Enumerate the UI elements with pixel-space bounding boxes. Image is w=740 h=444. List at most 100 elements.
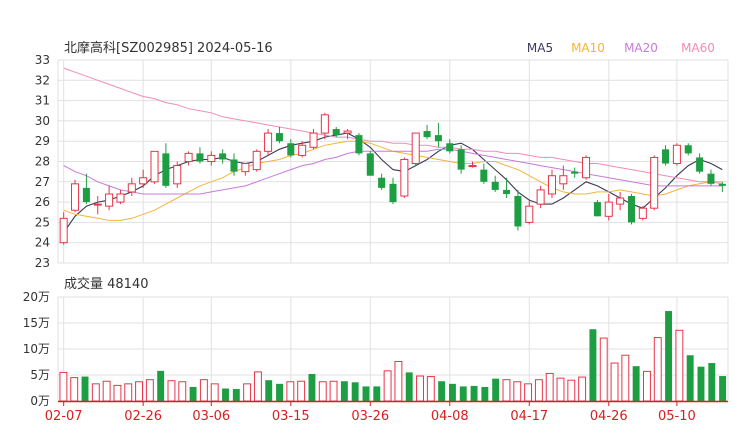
candle-body-down (571, 171, 579, 174)
candle-body-down (718, 183, 726, 186)
volume-bar-down (697, 366, 705, 401)
candle-body-up (309, 132, 318, 148)
candle-body-up (139, 177, 148, 185)
candle-body-down (389, 183, 397, 203)
volume-bar-down (362, 386, 370, 401)
volume-bar-up (286, 381, 295, 402)
volume-bar-down (157, 370, 165, 401)
x-axis-date-label: 02-07 (45, 409, 83, 424)
volume-bar-up (513, 381, 522, 402)
candle-body-down (162, 153, 170, 186)
candle-body-up (298, 144, 307, 156)
volume-bar-up (91, 383, 100, 402)
volume-bar-up (502, 379, 511, 402)
volume-bar-up (318, 381, 327, 402)
candle-body-down (627, 196, 635, 223)
volume-bar-down (222, 388, 229, 401)
candle-body-down (696, 157, 704, 172)
volume-bar-up (610, 362, 619, 402)
candle-body-up (320, 114, 329, 134)
candle-body-up (184, 152, 193, 163)
candle-body-down (446, 143, 454, 152)
price-tick-label: 27 (35, 175, 50, 189)
volume-tick-label: 5万 (30, 368, 50, 382)
volume-bar-up (135, 381, 144, 402)
candle-body-down (480, 169, 488, 182)
candle-body-up (525, 205, 534, 223)
candle-body-up (536, 189, 545, 205)
volume-bar-up (416, 375, 424, 402)
volume-bar-up (599, 337, 608, 402)
volume-tick-label: 20万 (23, 290, 50, 304)
candle-body-up (264, 132, 273, 152)
volume-bar-up (642, 370, 651, 402)
volume-bar-up (253, 371, 262, 402)
volume-bar-down (665, 311, 673, 401)
candle-body-up (343, 130, 352, 134)
candle-body-down (593, 202, 601, 217)
volume-bar-down (276, 383, 283, 401)
volume-bar-down (438, 381, 446, 401)
price-tick-label: 28 (35, 155, 50, 169)
volume-bar-down (308, 373, 316, 401)
volume-bar-down (470, 385, 478, 401)
candle-body-down (514, 196, 522, 227)
candle-body-down (457, 149, 465, 170)
volume-bar-up (383, 370, 392, 402)
candle-body-down (219, 153, 227, 160)
chart-title: 北摩高科[SZ002985] 2024-05-16 (64, 40, 273, 56)
volume-bar-down (459, 386, 467, 401)
volume-bar-down (81, 376, 89, 401)
volume-bar-up (167, 380, 176, 402)
volume-bar-up (199, 379, 208, 402)
volume-bars (59, 311, 727, 402)
volume-bar-down (632, 366, 640, 401)
price-tick-label: 26 (35, 195, 50, 209)
candle-body-up (672, 144, 681, 165)
legend-ma5: MA5 (527, 41, 553, 55)
price-tick-label: 33 (35, 53, 50, 67)
candle-body-down (332, 129, 340, 136)
volume-bar-up (534, 379, 543, 402)
volume-bar-up (578, 376, 587, 402)
volume-bar-up (621, 354, 630, 402)
volume-bar-down (589, 329, 597, 401)
price-tick-label: 24 (35, 236, 50, 250)
ma-line-ma60 (63, 67, 723, 185)
candle-body-up (547, 175, 557, 195)
volume-bar-up (59, 371, 68, 402)
candle-body-down (355, 135, 363, 154)
candle-body-down (707, 173, 715, 184)
volume-bar-up (524, 383, 533, 402)
x-axis-date-label: 04-08 (431, 409, 469, 424)
x-axis-date-label: 03-26 (351, 409, 389, 424)
volume-bar-up (113, 384, 122, 402)
volume-bar-down (232, 389, 240, 401)
candle-body-down (196, 153, 204, 162)
candle-body-down (503, 189, 511, 194)
candle-body-up (105, 193, 114, 207)
volume-bar-up (210, 383, 219, 402)
candle-body-up (116, 193, 125, 203)
candle-body-up (411, 132, 420, 165)
volume-bar-up (329, 380, 338, 402)
candle-body-down (684, 145, 692, 154)
price-tick-label: 30 (35, 114, 50, 128)
candle-body-down (275, 133, 283, 142)
candle-body-up (207, 154, 216, 163)
moving-average-lines (63, 67, 723, 233)
candle-body-down (366, 153, 374, 176)
volume-tick-label: 10万 (23, 342, 50, 356)
volume-tick-label: 0万 (30, 394, 50, 408)
candle-body-up (468, 165, 477, 168)
price-tick-label: 31 (35, 94, 50, 108)
candle-body-up (173, 165, 182, 185)
volume-bar-down (481, 386, 489, 401)
volume-bar-down (448, 383, 456, 401)
volume-bar-up (70, 377, 79, 402)
volume-bar-up (556, 377, 565, 402)
volume-bar-up (394, 360, 403, 402)
candle-body-up (241, 163, 250, 173)
candle-body-down (491, 181, 499, 190)
